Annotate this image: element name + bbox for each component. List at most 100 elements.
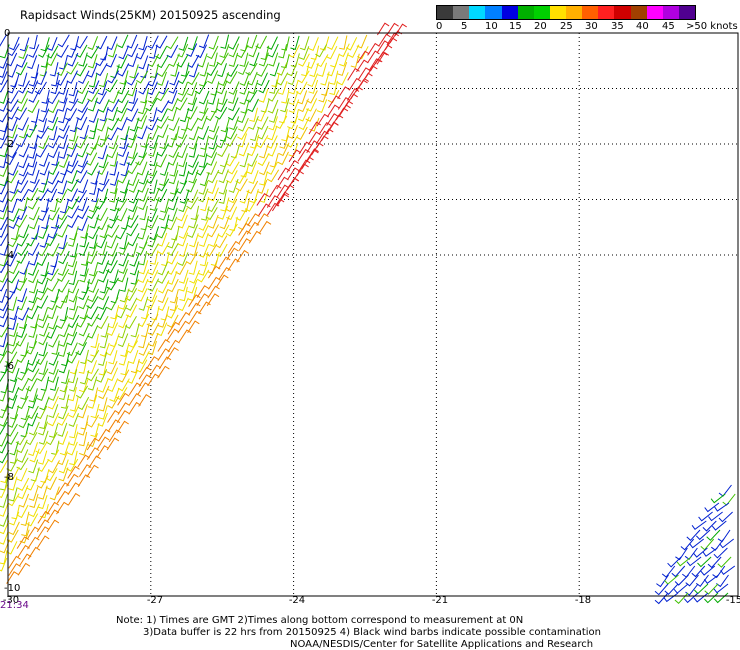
wind-barb	[245, 62, 258, 76]
wind-barb	[50, 214, 60, 229]
wind-barb	[69, 243, 79, 258]
wind-barb	[257, 179, 268, 194]
wind-barb	[306, 90, 318, 104]
wind-barb	[7, 106, 19, 120]
wind-barb	[7, 244, 19, 259]
wind-barb	[177, 70, 190, 85]
wind-barb	[187, 189, 199, 204]
wind-barb	[38, 135, 50, 150]
wind-barb	[128, 189, 140, 204]
wind-barb	[87, 205, 99, 220]
wind-barb	[179, 107, 190, 123]
wind-barb	[67, 465, 80, 479]
wind-barb	[67, 253, 78, 268]
wind-barb	[28, 206, 40, 221]
wind-barb	[95, 91, 108, 105]
wind-barb	[57, 451, 68, 466]
wind-barb	[6, 571, 19, 584]
wind-barb	[268, 108, 279, 123]
colorbar-swatch	[678, 6, 695, 19]
wind-barb	[217, 224, 230, 238]
wind-barb	[137, 351, 150, 365]
wind-barb	[256, 213, 269, 226]
wind-barb	[99, 342, 110, 357]
wind-barb	[106, 360, 118, 375]
wind-barb	[656, 574, 669, 588]
wind-barb	[198, 188, 209, 203]
wind-barb	[56, 44, 69, 58]
wind-barb	[238, 61, 249, 76]
wind-barb	[67, 441, 78, 456]
wind-barb	[239, 72, 250, 86]
wind-barb	[167, 321, 180, 335]
wind-barb	[357, 50, 370, 64]
wind-barb	[0, 109, 10, 123]
wind-barb	[35, 441, 48, 455]
wind-barb	[46, 325, 58, 339]
wind-barb	[219, 215, 230, 230]
wind-barb	[147, 90, 160, 104]
wind-barb	[48, 369, 59, 383]
wind-barb	[56, 501, 69, 515]
wind-barb	[337, 86, 350, 100]
wind-barb	[691, 565, 706, 578]
colorbar-label: 25	[560, 21, 573, 32]
wind-barb	[0, 143, 10, 158]
wind-barb	[47, 395, 59, 410]
wind-barb	[156, 55, 169, 69]
wind-barb	[713, 583, 729, 594]
wind-barb	[118, 143, 129, 158]
wind-barb	[116, 410, 130, 423]
wind-barb	[337, 72, 349, 86]
wind-barb	[337, 97, 351, 110]
wind-barb	[297, 98, 309, 113]
colorbar-label: 35	[611, 21, 624, 32]
wind-barb	[708, 511, 723, 522]
note-line-3: NOAA/NESDIS/Center for Satellite Applica…	[290, 639, 594, 650]
wind-barb	[204, 243, 218, 257]
wind-barb	[7, 493, 20, 507]
wind-barb	[663, 592, 679, 603]
wind-barb	[258, 88, 269, 103]
wind-barb	[386, 22, 399, 36]
wind-barb	[168, 117, 180, 132]
wind-barb	[76, 116, 88, 131]
wind-barb	[90, 342, 100, 358]
wind-barb	[15, 214, 28, 228]
wind-barb	[49, 376, 59, 391]
wind-barb	[16, 180, 29, 194]
x-tick-label: -30	[3, 595, 19, 606]
wind-barb	[59, 323, 70, 338]
wind-barb	[117, 402, 130, 415]
wind-barb	[88, 279, 99, 293]
wind-barb	[120, 126, 130, 141]
wind-barb	[317, 62, 327, 77]
wind-barb	[117, 63, 130, 77]
wind-barb	[118, 295, 129, 310]
wind-barb	[266, 195, 280, 208]
wind-barb	[119, 70, 129, 85]
wind-barb	[237, 109, 248, 124]
wind-barb	[367, 42, 380, 56]
wind-barb	[138, 250, 148, 266]
wind-barb	[27, 412, 39, 427]
wind-barb	[360, 72, 373, 86]
wind-barb	[56, 482, 70, 495]
wind-barb	[48, 387, 60, 401]
wind-barb	[68, 270, 78, 285]
wind-barb	[246, 160, 258, 175]
wind-barb	[36, 475, 49, 489]
wind-barb	[218, 180, 229, 195]
wind-barb	[29, 134, 39, 150]
wind-barb	[27, 161, 38, 176]
wind-barb	[247, 213, 260, 226]
wind-barb	[17, 377, 30, 392]
colorbar-swatch	[662, 6, 679, 19]
wind-barb	[177, 320, 190, 334]
wind-barb	[48, 225, 60, 239]
wind-barb	[348, 77, 362, 91]
wind-barb	[219, 44, 230, 59]
wind-barb	[138, 55, 149, 70]
wind-barb	[106, 36, 118, 51]
wind-barb	[108, 43, 118, 58]
